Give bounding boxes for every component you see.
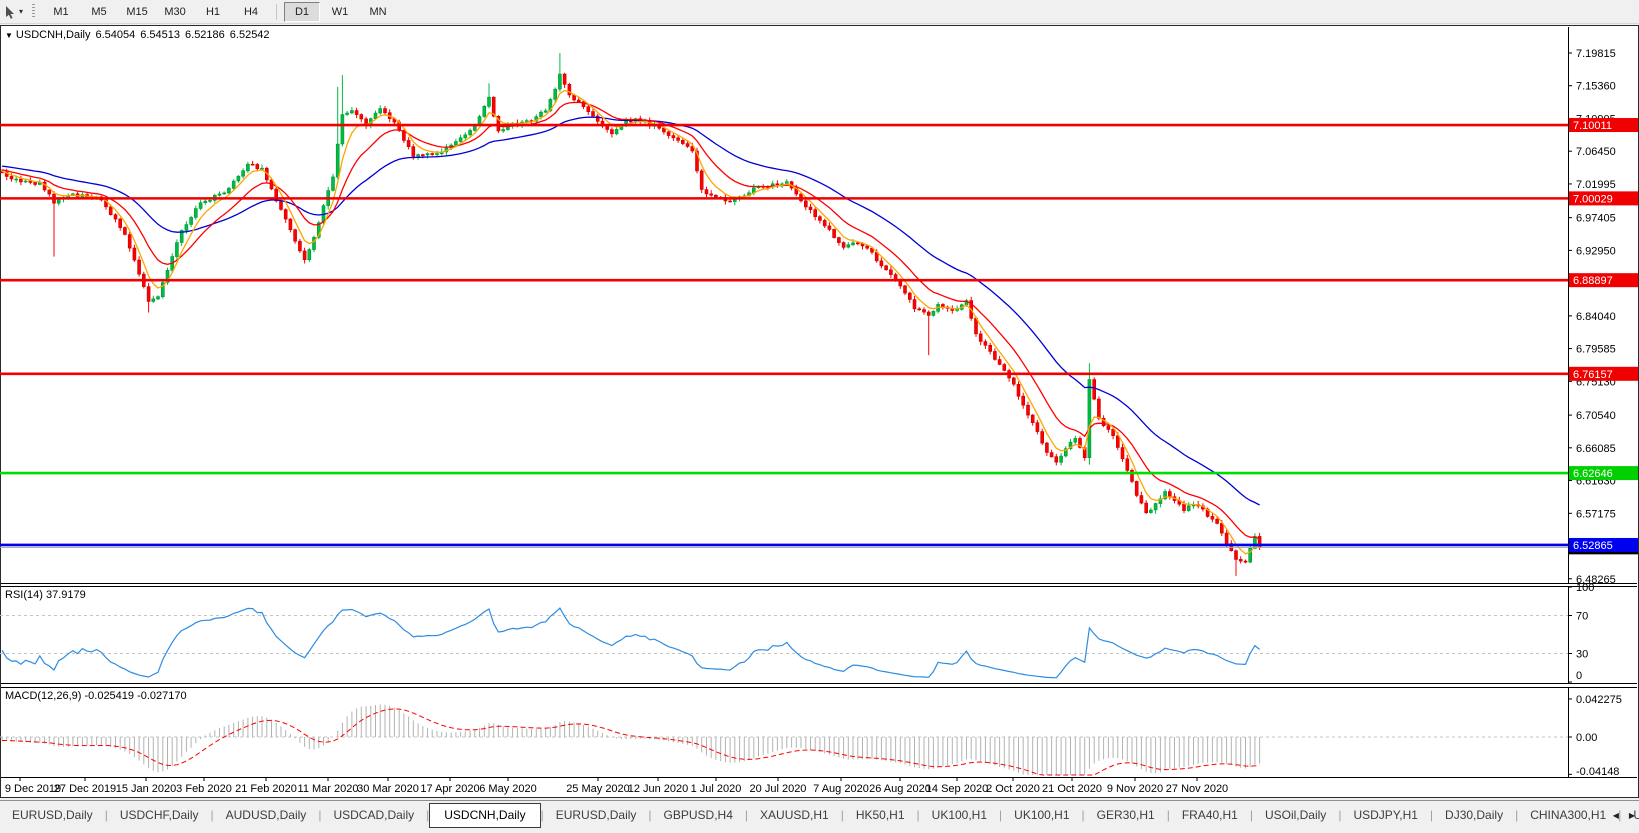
tab-separator: | — [210, 808, 214, 822]
rsi-current-value: 37.9179 — [45, 589, 86, 601]
chart-tab-audusd-daily[interactable]: AUDUSD,Daily — [225, 808, 307, 822]
timeframe-button-mn[interactable]: MN — [369, 5, 387, 18]
tab-separator: | — [916, 808, 920, 822]
tab-separator: | — [840, 808, 844, 822]
chart-tab-usdcad-daily[interactable]: USDCAD,Daily — [333, 808, 415, 822]
chart-collapse-icon[interactable]: ▼ — [5, 31, 13, 40]
timeframe-button-h4[interactable]: H4 — [243, 5, 259, 18]
chart-tab-xauusd-h1[interactable]: XAUUSD,H1 — [760, 808, 829, 822]
chart-tab-usdchf-daily[interactable]: USDCHF,Daily — [119, 808, 199, 822]
tab-separator: | — [744, 808, 749, 822]
chart-tabs: EURUSD,Daily | USDCHF,Daily | AUDUSD,Daily | U… — [0, 803, 1639, 828]
tab-separator: | — [104, 808, 108, 822]
toolbar-grip[interactable] — [32, 4, 36, 19]
chart-tab-uk100-h1[interactable]: UK100,H1 — [931, 808, 988, 822]
timeframe-button-h1[interactable]: H1 — [205, 5, 221, 18]
timeframe-button-m5[interactable]: M5 — [91, 5, 107, 18]
macd-current-values: -0.025419 -0.027170 — [84, 690, 187, 702]
timeframe-button-m1[interactable]: M1 — [53, 5, 69, 18]
chart-tab-ger30-h1[interactable]: GER30,H1 — [1096, 808, 1155, 822]
rsi-indicator-label: RSI(14) 37.9179 — [5, 589, 86, 601]
tab-separator: | — [318, 808, 322, 822]
tabs-scroll-right-icon[interactable]: ▶ — [1628, 811, 1635, 820]
cursor-tool-button[interactable]: ▾ — [0, 2, 27, 22]
tab-separator: | — [426, 808, 430, 822]
ohlc-close-value: 6.52542 — [229, 29, 270, 41]
timeframe-button-m30[interactable]: M30 — [164, 5, 186, 18]
toolbar-separator — [276, 3, 278, 20]
macd-indicator-label: MACD(12,26,9) -0.025419 -0.027170 — [5, 690, 187, 702]
chart-tabs-bar: EURUSD,Daily | USDCHF,Daily | AUDUSD,Daily | U… — [0, 800, 1639, 833]
tab-separator: | — [1618, 808, 1622, 822]
chart-tab-eurusd-daily[interactable]: EURUSD,Daily — [555, 808, 637, 822]
tab-separator: | — [1081, 808, 1085, 822]
tab-separator: | — [1166, 808, 1170, 822]
cursor-dropdown-caret-icon[interactable]: ▾ — [19, 7, 24, 16]
chart-tab-usoil-h1[interactable]: USOil,H1 — [1633, 808, 1639, 822]
tabs-scroll-arrows: ◀ ▶ — [1613, 811, 1635, 820]
chart-tab-fra40-h1[interactable]: FRA40,H1 — [1181, 808, 1238, 822]
chart-tab-hk50-h1[interactable]: HK50,H1 — [855, 808, 905, 822]
timeframes-toolbar: ▾ M1 M5 M15 M30 H1 H4 D1 W1 MN — [0, 0, 1639, 24]
ohlc-low-value: 6.52186 — [185, 29, 225, 41]
chart-tab-eurusd-daily[interactable]: EURUSD,Daily — [12, 808, 93, 822]
tab-separator: | — [1338, 808, 1342, 822]
chart-tab-dj30-daily[interactable]: DJ30,Daily — [1445, 808, 1504, 822]
ohlc-high-value: 6.54513 — [140, 29, 181, 41]
chart-tab-usdjpy-h1[interactable]: USDJPY,H1 — [1353, 808, 1418, 822]
cursor-arrow-icon — [6, 5, 14, 19]
chart-tab-usdcnh-daily[interactable]: USDCNH,Daily — [429, 803, 541, 828]
tabs-scroll-left-icon[interactable]: ◀ — [1612, 811, 1619, 820]
timeframe-button-d1[interactable]: D1 — [284, 1, 321, 22]
timeframe-button-w1[interactable]: W1 — [331, 5, 349, 18]
tab-separator: | — [648, 808, 652, 822]
tab-separator: | — [1249, 808, 1253, 822]
chart-title-overlay: ▼ USDCNH,Daily 6.54054 6.54513 6.52186 6.5254… — [5, 29, 275, 41]
chart-symbol-label: USDCNH,Daily — [15, 29, 91, 41]
timeframe-buttons: M1 M5 M15 M30 H1 H4 D1 W1 MN — [42, 1, 397, 22]
tab-separator: | — [1429, 808, 1434, 822]
timeframe-button-m15[interactable]: M15 — [126, 5, 148, 18]
tab-separator: | — [540, 808, 544, 822]
chart-tab-china300-h1[interactable]: CHINA300,H1 — [1530, 808, 1607, 822]
tab-separator: | — [999, 808, 1003, 822]
chart-tab-gbpusd-h4[interactable]: GBPUSD,H4 — [663, 808, 733, 822]
tab-separator: | — [1515, 808, 1519, 822]
chart-window[interactable] — [0, 25, 1639, 798]
chart-tab-uk100-h1[interactable]: UK100,H1 — [1014, 808, 1070, 822]
chart-tab-usoil-daily[interactable]: USOil,Daily — [1264, 808, 1327, 822]
ohlc-open-value: 6.54054 — [95, 29, 136, 41]
